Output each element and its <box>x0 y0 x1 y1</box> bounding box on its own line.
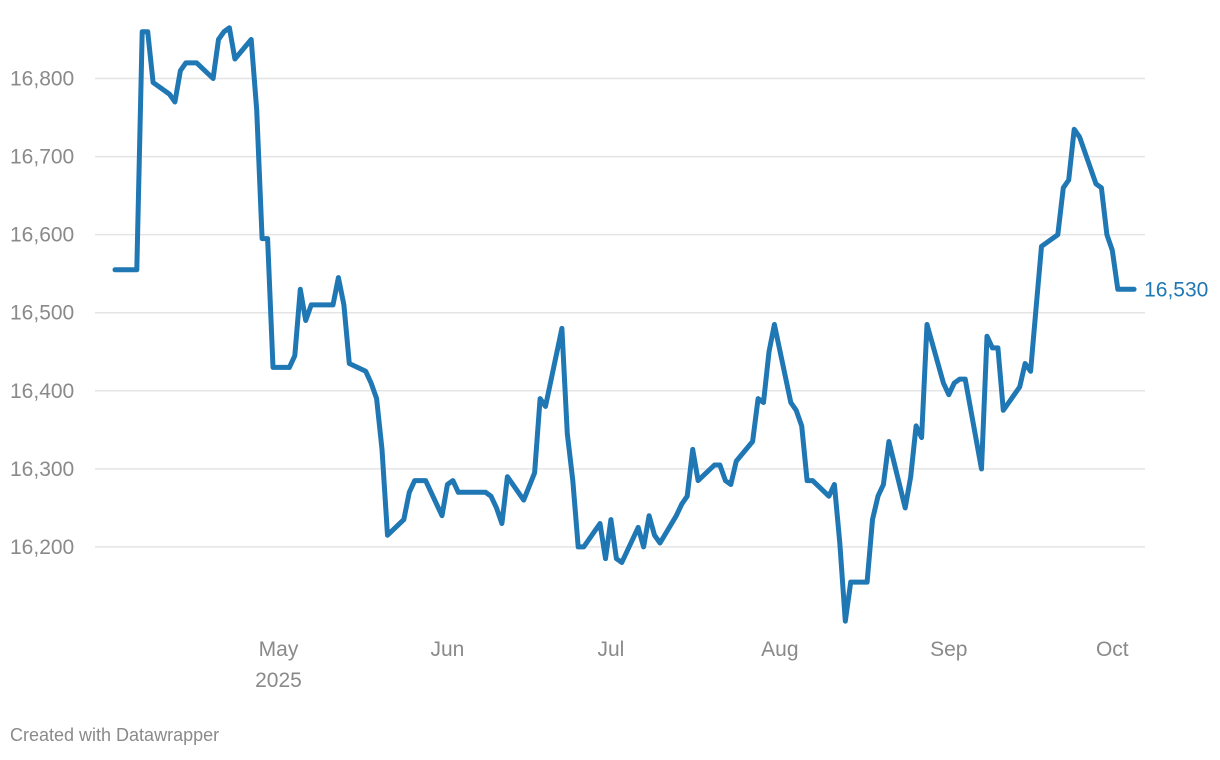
x-tick-label: May <box>259 638 299 661</box>
y-tick-label: 16,800 <box>10 68 74 91</box>
y-tick-label: 16,200 <box>10 536 74 559</box>
end-value-label: 16,530 <box>1144 278 1208 301</box>
gridlines <box>95 77 1145 548</box>
y-tick-label: 16,400 <box>10 380 74 403</box>
x-tick-label: Sep <box>930 638 967 661</box>
y-axis-labels: 16,200 16,300 16,400 16,500 16,600 16,700 16,8… <box>10 68 74 559</box>
credit-text: Created with Datawrapper <box>10 725 220 745</box>
y-tick-label: 16,300 <box>10 458 74 481</box>
x-tick-label: Aug <box>761 638 798 661</box>
y-tick-label: 16,700 <box>10 146 74 169</box>
x-tick-label: Oct <box>1096 638 1129 661</box>
y-tick-label: 16,500 <box>10 302 74 325</box>
x-axis-labels: May 2025 Jun Jul Aug Sep Oct <box>255 638 1129 692</box>
x-tick-label: Jun <box>431 638 465 661</box>
x-tick-label: Jul <box>597 638 624 661</box>
series-layer <box>112 25 1137 624</box>
x-tick-sublabel: 2025 <box>255 669 302 692</box>
line-chart: 16,200 16,300 16,400 16,500 16,600 16,700 16,8… <box>10 25 1208 692</box>
series-line <box>112 25 1137 624</box>
y-tick-label: 16,600 <box>10 224 74 247</box>
end-label-layer: 16,530 <box>1144 278 1208 301</box>
